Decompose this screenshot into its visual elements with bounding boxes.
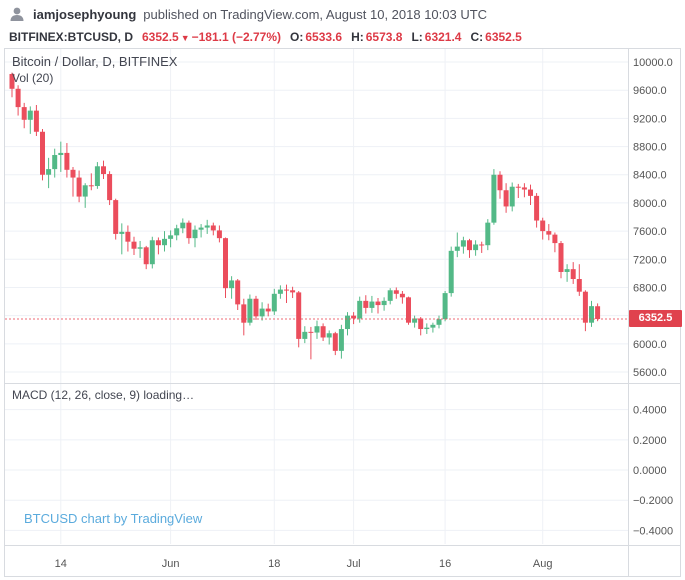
open-label: O: bbox=[290, 30, 304, 44]
grid-lines bbox=[5, 48, 628, 544]
price-change-group: 6352.5 ▼ −181.1 (−2.77%) bbox=[142, 30, 281, 44]
svg-text:Aug: Aug bbox=[533, 558, 553, 570]
svg-text:Jul: Jul bbox=[347, 558, 361, 570]
tradingview-watermark-link[interactable]: BTCUSD chart by TradingView bbox=[24, 511, 203, 526]
change-value: −181.1 (−2.77%) bbox=[191, 30, 282, 44]
svg-text:0.4000: 0.4000 bbox=[633, 405, 667, 417]
svg-text:6000.0: 6000.0 bbox=[633, 339, 667, 351]
open-readout: O: 6533.6 bbox=[290, 30, 342, 44]
svg-text:18: 18 bbox=[268, 558, 280, 570]
low-value: 6321.4 bbox=[424, 30, 462, 44]
svg-text:−0.2000: −0.2000 bbox=[633, 495, 673, 507]
high-readout: H: 6573.8 bbox=[351, 30, 402, 44]
svg-text:0.2000: 0.2000 bbox=[633, 435, 667, 447]
high-value: 6573.8 bbox=[365, 30, 403, 44]
volume-indicator-label: Vol (20) bbox=[12, 71, 54, 85]
price-axis-labels: 10000.0 9600.0 9200.0 8800.0 8400.0 8000.0 760… bbox=[633, 57, 673, 379]
low-label: L: bbox=[411, 30, 423, 44]
close-value: 6352.5 bbox=[485, 30, 522, 44]
svg-text:−0.4000: −0.4000 bbox=[633, 525, 673, 537]
open-value: 6533.6 bbox=[305, 30, 343, 44]
svg-text:8400.0: 8400.0 bbox=[633, 170, 667, 182]
svg-text:16: 16 bbox=[439, 558, 451, 570]
macd-axis-labels: 0.4000 0.2000 0.0000 −0.2000 −0.4000 bbox=[633, 405, 673, 538]
svg-text:9600.0: 9600.0 bbox=[633, 85, 667, 97]
symbol-name: BITFINEX:BTCUSD, D bbox=[9, 30, 133, 44]
high-label: H: bbox=[351, 30, 364, 44]
candlestick-series bbox=[9, 72, 601, 360]
macd-indicator-label: MACD (12, 26, close, 9) loading… bbox=[12, 388, 195, 402]
low-readout: L: 6321.4 bbox=[411, 30, 461, 44]
published-text: published on TradingView.com, August 10,… bbox=[143, 6, 488, 22]
pane-title: Bitcoin / Dollar, D, BITFINEX bbox=[12, 54, 178, 69]
svg-text:8800.0: 8800.0 bbox=[633, 142, 667, 154]
down-triangle-icon: ▼ bbox=[180, 33, 190, 43]
user-avatar-icon bbox=[8, 5, 26, 23]
snapshot-header: iamjosephyoung published on TradingView.… bbox=[0, 0, 685, 28]
svg-text:6800.0: 6800.0 bbox=[633, 282, 667, 294]
svg-text:14: 14 bbox=[55, 558, 67, 570]
close-label: C: bbox=[470, 30, 484, 44]
time-axis-labels: 14 Jun 18 Jul 16 Aug bbox=[55, 558, 553, 570]
svg-text:7600.0: 7600.0 bbox=[633, 226, 667, 238]
last-price: 6352.5 bbox=[142, 30, 179, 44]
svg-text:9200.0: 9200.0 bbox=[633, 113, 667, 125]
svg-text:Jun: Jun bbox=[162, 558, 180, 570]
last-price-tag: 6352.5 bbox=[629, 309, 682, 327]
username-link[interactable]: iamjosephyoung bbox=[33, 6, 137, 22]
svg-text:5600.0: 5600.0 bbox=[633, 367, 667, 379]
svg-text:10000.0: 10000.0 bbox=[633, 57, 673, 69]
close-readout: C: 6352.5 bbox=[470, 30, 521, 44]
symbol-bar: BITFINEX:BTCUSD, D 6352.5 ▼ −181.1 (−2.7… bbox=[9, 29, 522, 45]
svg-text:7200.0: 7200.0 bbox=[633, 254, 667, 266]
svg-text:8000.0: 8000.0 bbox=[633, 198, 667, 210]
svg-text:0.0000: 0.0000 bbox=[633, 465, 667, 477]
pane-borders bbox=[4, 48, 681, 577]
